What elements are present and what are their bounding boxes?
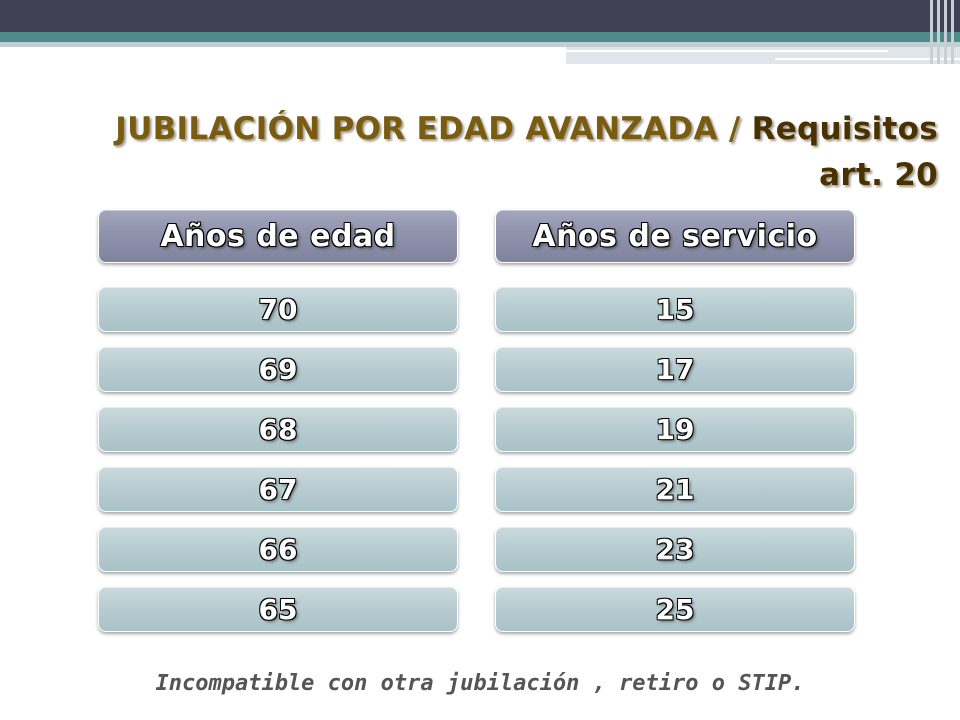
title-sub-line1: Requisitos <box>751 111 938 147</box>
column-header-service: Años de servicio <box>495 209 855 263</box>
corner-line <box>930 0 933 64</box>
age-value-box: 65 <box>98 586 458 632</box>
title-main: JUBILACIÓN POR EDAD AVANZADA <box>115 111 718 147</box>
age-value-box: 66 <box>98 526 458 572</box>
corner-line <box>937 0 940 64</box>
teal-decorative-stripe <box>0 32 960 42</box>
service-value-box: 19 <box>495 406 855 452</box>
accent-decorative-line <box>566 50 888 52</box>
pale-decorative-stripe <box>0 42 960 47</box>
accent-decorative-line <box>775 58 960 60</box>
age-value-box: 69 <box>98 346 458 392</box>
age-value-box: 70 <box>98 286 458 332</box>
column-service: Años de servicio 15 17 19 21 23 25 <box>495 209 855 646</box>
age-values-list: 70 69 68 67 66 65 <box>98 286 458 632</box>
corner-decorative-lines <box>928 0 960 64</box>
corner-line <box>951 0 954 64</box>
age-value-box: 67 <box>98 466 458 512</box>
service-value-box: 17 <box>495 346 855 392</box>
corner-line <box>944 0 947 64</box>
service-value-box: 25 <box>495 586 855 632</box>
service-value-box: 15 <box>495 286 855 332</box>
title-sub-line2: art. 20 <box>819 157 938 193</box>
footnote: Incompatible con otra jubilación , retir… <box>155 671 805 696</box>
service-values-list: 15 17 19 21 23 25 <box>495 286 855 632</box>
title-separator: / <box>717 111 752 147</box>
service-value-box: 23 <box>495 526 855 572</box>
age-value-box: 68 <box>98 406 458 452</box>
slide-title: JUBILACIÓN POR EDAD AVANZADA / Requisito… <box>20 106 938 198</box>
column-header-age: Años de edad <box>98 209 458 263</box>
top-decorative-bar <box>0 0 960 32</box>
service-value-box: 21 <box>495 466 855 512</box>
column-age: Años de edad 70 69 68 67 66 65 <box>98 209 458 646</box>
